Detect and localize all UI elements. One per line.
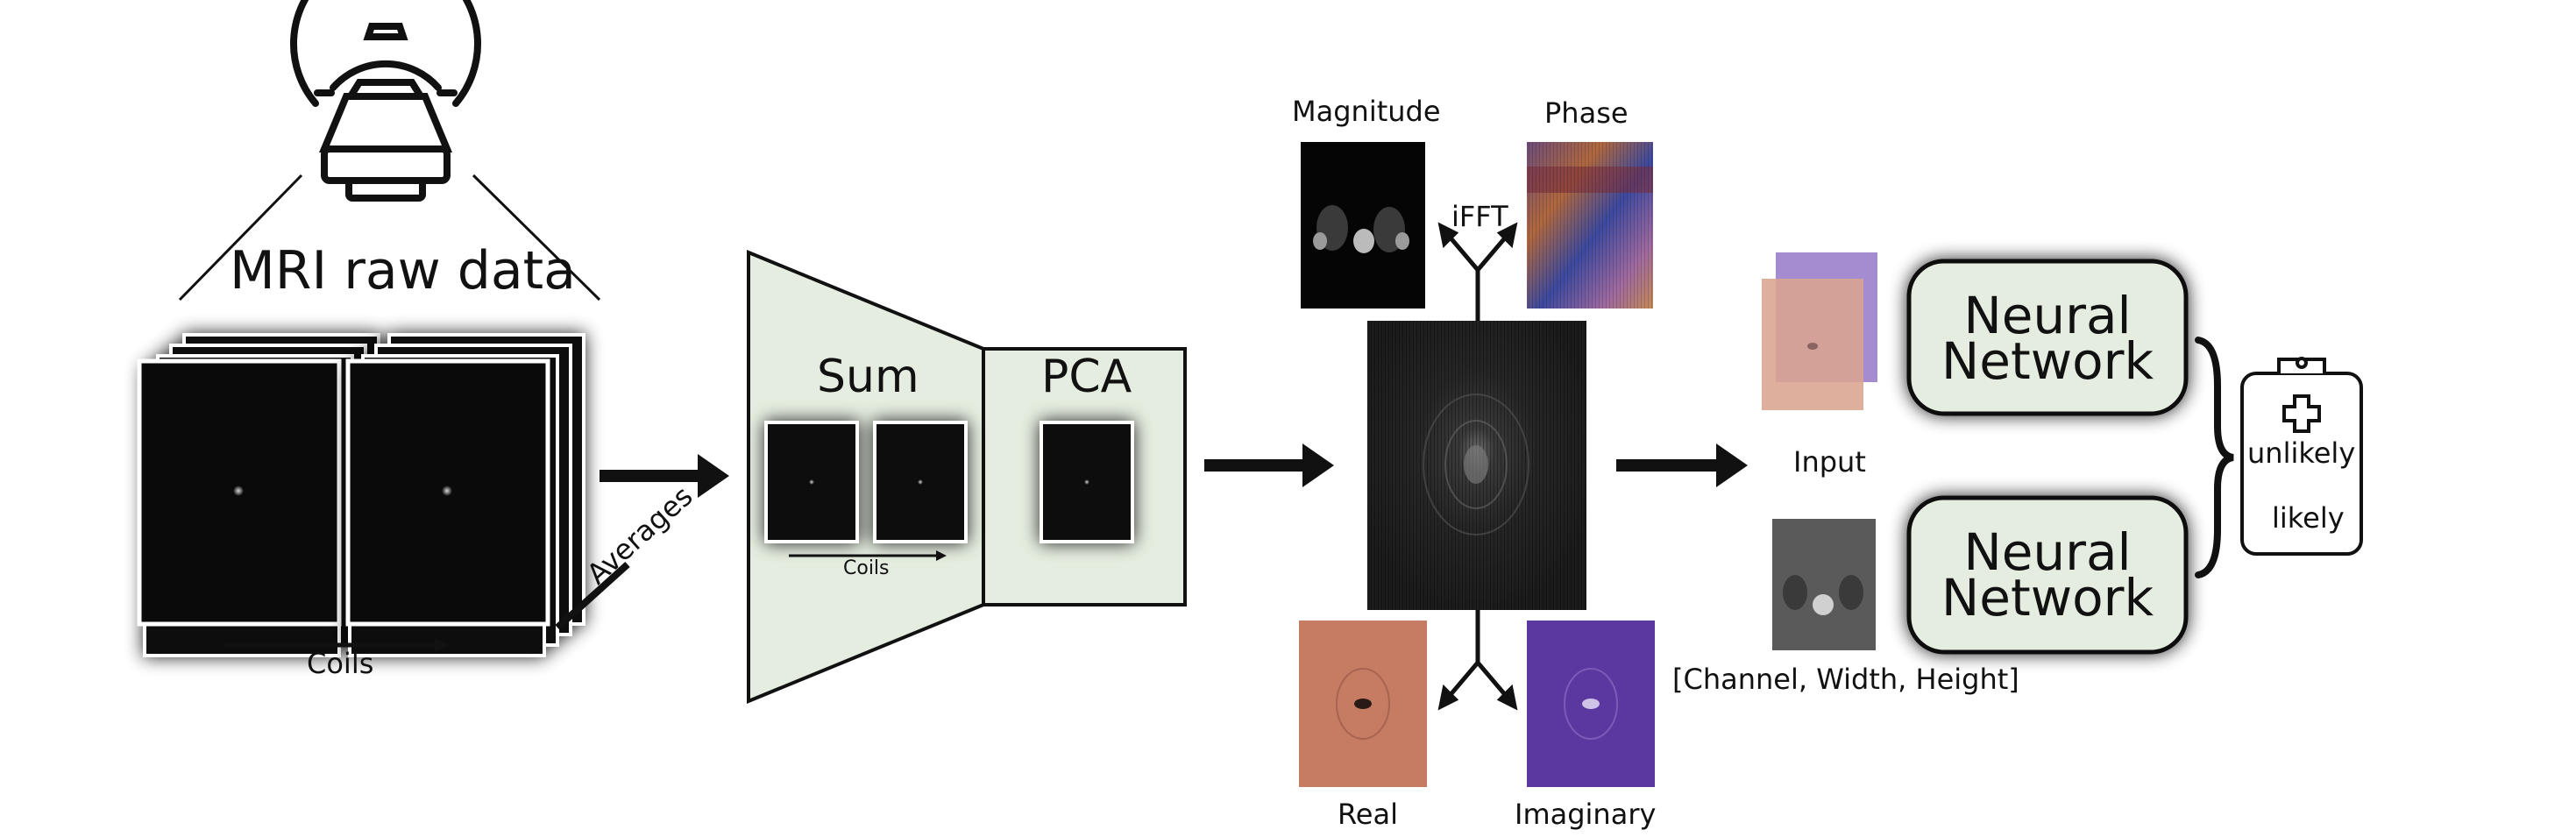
neural-network-bottom [1906,495,2189,655]
real-image [1299,621,1427,787]
neural-network-bottom-line1: Neural [1963,522,2132,582]
input-label: Input [1793,445,1866,479]
flow-arrow-1 [600,454,729,498]
clipboard-likely: likely [2272,501,2345,535]
magnitude-image [1301,142,1425,309]
neural-network-bottom-line2: Network [1941,568,2154,628]
sum-image-2 [873,421,968,543]
phase-image [1527,142,1653,309]
coils-label: Coils [307,647,374,680]
ifft-fork-bottom [1437,610,1518,711]
scanner-beam-right [472,174,601,301]
ifft-fork-top [1437,222,1518,321]
mri-scanner-icon [290,0,481,202]
magnitude-label: Magnitude [1292,95,1441,128]
scanner-beam-left [178,174,303,301]
pca-label: PCA [1041,351,1132,403]
neural-network-top-line1: Neural [1963,286,2132,345]
ifft-label: iFFT [1451,200,1508,233]
tensor-shape-label: [Channel, Width, Height] [1672,663,2019,696]
neural-network-bottom-text: Neural Network [1909,522,2186,628]
phase-label: Phase [1544,96,1629,130]
medical-cross-icon [2282,394,2321,433]
neural-network-top-line2: Network [1941,331,2154,391]
coils-arrow [224,638,449,652]
sum-label: Sum [817,351,919,403]
medical-clipboard-icon [2240,357,2363,556]
coils-small-label: Coils [843,557,890,579]
real-label: Real [1338,798,1398,831]
imaginary-label: Imaginary [1515,798,1657,831]
neural-network-top-text: Neural Network [1909,286,2186,391]
clipboard-unlikely: unlikely [2247,436,2356,470]
coils-small-arrow [789,550,947,561]
imaginary-image [1527,621,1655,787]
averages-arrow [555,562,630,630]
kspace-image [1367,321,1586,610]
neural-network-top [1906,259,2189,416]
flow-arrow-2 [1204,443,1334,487]
input-magnitude-image [1772,519,1876,650]
raw-data-title: MRI raw data [230,240,576,301]
flow-arrow-3 [1616,443,1748,487]
output-brace [2195,337,2234,578]
